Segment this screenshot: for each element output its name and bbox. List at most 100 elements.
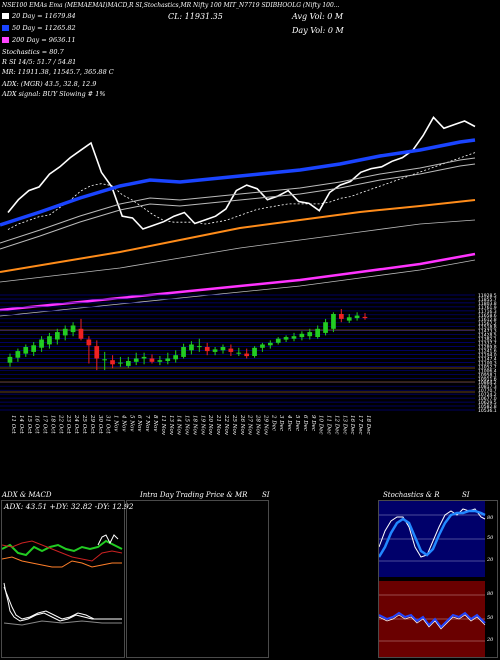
price-level-label: 11761.9 [478, 305, 497, 311]
candle-body [133, 358, 139, 362]
date-tick-label: 31 Oct [105, 415, 111, 434]
date-tick-label: 19 Nov [199, 415, 205, 436]
rsi-level-50: 50 [487, 615, 494, 621]
date-tick-label: 23 Oct [65, 414, 71, 434]
candle-body [47, 336, 52, 345]
candle-body [339, 314, 344, 319]
date-tick-label: 21 Nov [215, 414, 221, 436]
date-tick-label: 17 Oct [42, 415, 48, 434]
date-tick-label: 4 Dec [286, 414, 292, 431]
candle-body [102, 359, 107, 361]
mr-label: MR: 11911.38, 11545.7, 365.88 C [2, 68, 114, 76]
date-tick-label: 7 Nov [144, 415, 150, 432]
candle-body [331, 314, 336, 329]
date-tick-label: 11 Nov [160, 415, 166, 436]
candle-body [236, 352, 242, 354]
date-tick-label: 8 Nov [152, 415, 158, 432]
price-level-label: 11567.2 [478, 321, 497, 327]
adx-values-label: ADX: 43.51 +DY: 32.82 -DY: 12.92 [4, 502, 134, 511]
date-tick-label: 6 Dec [302, 415, 308, 431]
date-tick-label: 24 Oct [73, 414, 79, 434]
price-level-label: 11289.8 [478, 345, 497, 351]
candle-body [7, 356, 13, 363]
candle-body [157, 360, 163, 362]
stoch-level-80: 80 [487, 515, 494, 521]
candle-body [39, 339, 44, 348]
date-tick-label: 25 Nov [231, 414, 237, 436]
date-tick-label: 16 Oct [34, 415, 40, 434]
price-level-label: 11382.1 [478, 337, 497, 343]
price-level-label: 10677.0 [478, 396, 497, 402]
date-tick-label: 29 Oct [89, 414, 95, 434]
date-tick-label: 14 Nov [176, 415, 182, 436]
candle-body [204, 347, 210, 352]
candle-body [220, 347, 226, 351]
orange-ma-line [0, 199, 476, 273]
candle-body [31, 345, 36, 352]
price-level-label: 11006.4 [478, 368, 497, 374]
candle-body [244, 353, 249, 357]
adx-line [2, 556, 122, 568]
price-level-label: 10724.2 [478, 392, 497, 398]
ma200-label: 200 Day = 9636.11 [2, 36, 76, 44]
intraday-si-label: SI [262, 491, 270, 499]
price-level-label: 11518.8 [478, 325, 497, 331]
ma20-dotted-line [7, 152, 476, 230]
candle-body [315, 328, 320, 337]
candle-body [181, 347, 186, 357]
candle-body [291, 336, 297, 339]
candle-body [268, 342, 273, 346]
rsi-label: R SI 14/5: 51.7 / 54.81 [2, 58, 77, 66]
candle-body [141, 356, 147, 359]
overview-chart [0, 115, 476, 317]
candle-body [126, 361, 131, 366]
ma20-swatch [2, 13, 9, 19]
price-level-label: 11194.0 [478, 353, 497, 359]
date-tick-label: 22 Oct [57, 414, 63, 434]
price-axis: 11928.511855.711803.811761.911716.311658… [478, 293, 497, 414]
stoch-level-50: 50 [487, 535, 494, 541]
adx-label: ADX: (MGR) 43.5, 32.8, 12.9 [2, 80, 97, 88]
date-tick-label: 16 Dec [349, 415, 355, 435]
price-level-label: 11241.6 [478, 349, 497, 355]
candle-body [252, 347, 257, 356]
upper-band-line [0, 157, 476, 244]
date-tick-label: 28 Nov [255, 414, 261, 436]
header-line: NSE100 EMAs Ema (MEMAEMAI)MACD,R SI,Stoc… [2, 2, 340, 9]
candle-body [275, 338, 281, 343]
date-tick-label: 29 Nov [262, 414, 268, 436]
candle-body [323, 322, 328, 333]
ma50-swatch [2, 25, 9, 31]
candle-body [118, 362, 123, 364]
price-level-label: 11658.6 [478, 313, 497, 319]
candle-body [228, 348, 234, 352]
price-level-label: 11147.4 [478, 356, 497, 362]
date-tick-label: 3 Dec [278, 415, 284, 431]
minus-dy-line [2, 540, 123, 562]
rsi-line [379, 611, 486, 629]
price-level-label: 11473.3 [478, 329, 497, 335]
date-tick-label: 27 Nov [247, 414, 253, 436]
date-tick-label: 30 Oct [97, 415, 103, 434]
stochastics-label: Stochastics = 80.7 [2, 48, 64, 56]
candle-body [299, 333, 305, 338]
price-level-label: 10817.3 [478, 384, 497, 390]
candle-body [173, 355, 178, 360]
candlestick-chart [0, 294, 475, 411]
avg-volume: Avg Vol: 0 M [292, 12, 344, 21]
price-line [7, 115, 476, 230]
macd-line-3 [3, 620, 122, 626]
candle-body [23, 347, 29, 354]
stoch-level-20: 20 [487, 557, 494, 563]
date-tick-label: 12 Dec [333, 415, 339, 435]
price-level-label: 10958.1 [478, 372, 497, 378]
date-tick-label: 26 Nov [239, 414, 245, 436]
stoch-rsi-svg [379, 501, 486, 657]
date-axis: 11 Oct 14 Oct 15 Oct 16 Oct 17 Oct 18 Oct 22 O… [10, 414, 371, 436]
stoch-d-line [379, 509, 486, 558]
rsi-level-80: 80 [487, 591, 494, 597]
date-tick-label: 9 Dec [310, 415, 316, 431]
date-tick-label: 20 Nov [207, 414, 213, 436]
ma20-label: 20 Day = 11679.84 [2, 12, 76, 20]
price-level-label: 10911.6 [478, 376, 497, 382]
